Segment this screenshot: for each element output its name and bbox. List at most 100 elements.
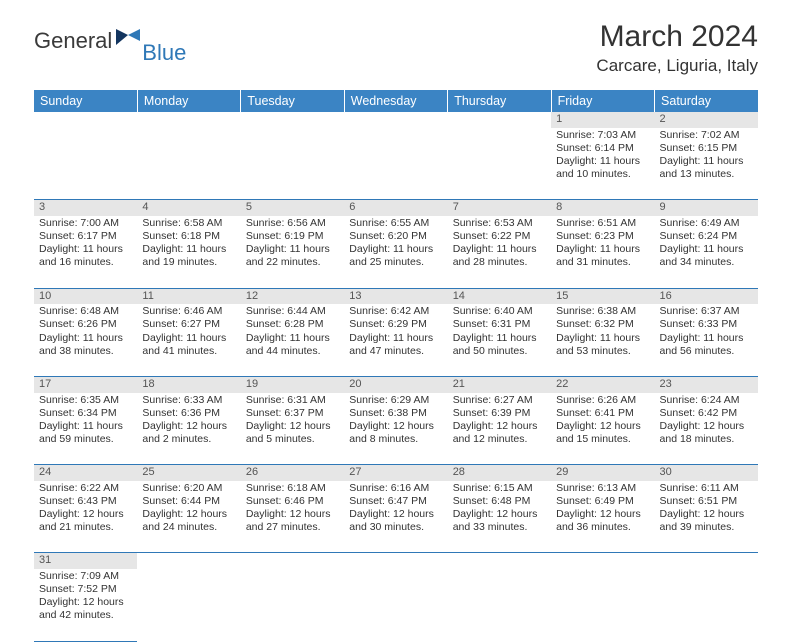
daynum-cell: 27 [344, 465, 447, 481]
daylight-text: Daylight: 12 hours and 42 minutes. [39, 596, 132, 622]
sunset-text: Sunset: 6:28 PM [246, 318, 339, 331]
daylight-text: Daylight: 11 hours and 53 minutes. [556, 332, 649, 358]
day-cell-inner: Sunrise: 6:35 AMSunset: 6:34 PMDaylight:… [34, 393, 137, 451]
day-cell-inner: Sunrise: 7:00 AMSunset: 6:17 PMDaylight:… [34, 216, 137, 274]
sunrise-text: Sunrise: 6:27 AM [453, 394, 546, 407]
sunrise-text: Sunrise: 6:16 AM [349, 482, 442, 495]
calendar-body: 12Sunrise: 7:03 AMSunset: 6:14 PMDayligh… [34, 112, 758, 641]
daynum-row: 12 [34, 112, 758, 128]
daynum-cell: 21 [448, 376, 551, 392]
daynum-cell: 29 [551, 465, 654, 481]
day-cell [655, 569, 758, 641]
sunrise-text: Sunrise: 6:58 AM [142, 217, 235, 230]
daynum-cell [344, 553, 447, 569]
sunset-text: Sunset: 6:27 PM [142, 318, 235, 331]
day-cell-inner: Sunrise: 7:03 AMSunset: 6:14 PMDaylight:… [551, 128, 654, 186]
daylight-text: Daylight: 11 hours and 22 minutes. [246, 243, 339, 269]
day-cell: Sunrise: 7:03 AMSunset: 6:14 PMDaylight:… [551, 128, 654, 200]
day-cell [344, 569, 447, 641]
sunrise-text: Sunrise: 6:29 AM [349, 394, 442, 407]
daynum-cell [137, 553, 240, 569]
content-row: Sunrise: 6:22 AMSunset: 6:43 PMDaylight:… [34, 481, 758, 553]
daylight-text: Daylight: 11 hours and 13 minutes. [660, 155, 753, 181]
day-cell: Sunrise: 6:48 AMSunset: 6:26 PMDaylight:… [34, 304, 137, 376]
sunset-text: Sunset: 6:15 PM [660, 142, 753, 155]
daynum-cell [241, 112, 344, 128]
daylight-text: Daylight: 12 hours and 21 minutes. [39, 508, 132, 534]
day-cell-inner: Sunrise: 6:20 AMSunset: 6:44 PMDaylight:… [137, 481, 240, 539]
day-cell: Sunrise: 6:31 AMSunset: 6:37 PMDaylight:… [241, 393, 344, 465]
sunrise-text: Sunrise: 6:46 AM [142, 305, 235, 318]
day-cell [137, 128, 240, 200]
daynum-cell [241, 553, 344, 569]
weekday-header: Thursday [448, 90, 551, 112]
day-cell: Sunrise: 6:51 AMSunset: 6:23 PMDaylight:… [551, 216, 654, 288]
sunrise-text: Sunrise: 6:13 AM [556, 482, 649, 495]
day-cell-inner: Sunrise: 6:16 AMSunset: 6:47 PMDaylight:… [344, 481, 447, 539]
daynum-cell: 9 [655, 200, 758, 216]
day-cell: Sunrise: 6:15 AMSunset: 6:48 PMDaylight:… [448, 481, 551, 553]
day-cell: Sunrise: 6:20 AMSunset: 6:44 PMDaylight:… [137, 481, 240, 553]
sunrise-text: Sunrise: 6:51 AM [556, 217, 649, 230]
daynum-cell: 12 [241, 288, 344, 304]
day-cell [241, 569, 344, 641]
day-cell: Sunrise: 6:38 AMSunset: 6:32 PMDaylight:… [551, 304, 654, 376]
daynum-cell: 28 [448, 465, 551, 481]
sunset-text: Sunset: 6:14 PM [556, 142, 649, 155]
day-cell-inner: Sunrise: 6:26 AMSunset: 6:41 PMDaylight:… [551, 393, 654, 451]
sunrise-text: Sunrise: 6:42 AM [349, 305, 442, 318]
day-cell-inner: Sunrise: 7:02 AMSunset: 6:15 PMDaylight:… [655, 128, 758, 186]
sunset-text: Sunset: 6:31 PM [453, 318, 546, 331]
daynum-cell [448, 553, 551, 569]
daynum-cell: 30 [655, 465, 758, 481]
daylight-text: Daylight: 11 hours and 19 minutes. [142, 243, 235, 269]
sunrise-text: Sunrise: 6:11 AM [660, 482, 753, 495]
content-row: Sunrise: 6:48 AMSunset: 6:26 PMDaylight:… [34, 304, 758, 376]
sunrise-text: Sunrise: 6:20 AM [142, 482, 235, 495]
day-cell [137, 569, 240, 641]
day-cell: Sunrise: 6:29 AMSunset: 6:38 PMDaylight:… [344, 393, 447, 465]
day-cell: Sunrise: 7:00 AMSunset: 6:17 PMDaylight:… [34, 216, 137, 288]
day-cell-inner: Sunrise: 6:29 AMSunset: 6:38 PMDaylight:… [344, 393, 447, 451]
daynum-row: 24252627282930 [34, 465, 758, 481]
daynum-cell [137, 112, 240, 128]
daynum-cell [551, 553, 654, 569]
day-cell-inner: Sunrise: 7:09 AMSunset: 7:52 PMDaylight:… [34, 569, 137, 627]
weekday-header: Wednesday [344, 90, 447, 112]
brand-logo: General Blue [34, 28, 188, 54]
sunset-text: Sunset: 6:43 PM [39, 495, 132, 508]
weekday-header: Sunday [34, 90, 137, 112]
sunset-text: Sunset: 6:46 PM [246, 495, 339, 508]
daylight-text: Daylight: 12 hours and 12 minutes. [453, 420, 546, 446]
day-cell-inner: Sunrise: 6:15 AMSunset: 6:48 PMDaylight:… [448, 481, 551, 539]
sunset-text: Sunset: 6:24 PM [660, 230, 753, 243]
sunset-text: Sunset: 6:38 PM [349, 407, 442, 420]
content-row: Sunrise: 6:35 AMSunset: 6:34 PMDaylight:… [34, 393, 758, 465]
daylight-text: Daylight: 12 hours and 18 minutes. [660, 420, 753, 446]
daynum-cell: 14 [448, 288, 551, 304]
daylight-text: Daylight: 11 hours and 59 minutes. [39, 420, 132, 446]
content-row: Sunrise: 7:09 AMSunset: 7:52 PMDaylight:… [34, 569, 758, 641]
day-cell-inner: Sunrise: 6:27 AMSunset: 6:39 PMDaylight:… [448, 393, 551, 451]
daylight-text: Daylight: 11 hours and 38 minutes. [39, 332, 132, 358]
daynum-cell: 18 [137, 376, 240, 392]
brand-blue: Blue [142, 40, 186, 66]
sunset-text: Sunset: 7:52 PM [39, 583, 132, 596]
sunrise-text: Sunrise: 6:24 AM [660, 394, 753, 407]
title-block: March 2024 Carcare, Liguria, Italy [596, 20, 758, 76]
sunset-text: Sunset: 6:23 PM [556, 230, 649, 243]
sunrise-text: Sunrise: 6:53 AM [453, 217, 546, 230]
day-cell: Sunrise: 6:13 AMSunset: 6:49 PMDaylight:… [551, 481, 654, 553]
day-cell: Sunrise: 6:18 AMSunset: 6:46 PMDaylight:… [241, 481, 344, 553]
sunrise-text: Sunrise: 7:02 AM [660, 129, 753, 142]
flag-icon [114, 27, 142, 47]
day-cell: Sunrise: 6:40 AMSunset: 6:31 PMDaylight:… [448, 304, 551, 376]
day-cell-inner: Sunrise: 6:55 AMSunset: 6:20 PMDaylight:… [344, 216, 447, 274]
daylight-text: Daylight: 11 hours and 44 minutes. [246, 332, 339, 358]
sunrise-text: Sunrise: 6:18 AM [246, 482, 339, 495]
day-cell: Sunrise: 6:58 AMSunset: 6:18 PMDaylight:… [137, 216, 240, 288]
weekday-header: Monday [137, 90, 240, 112]
daynum-cell: 8 [551, 200, 654, 216]
day-cell-inner: Sunrise: 6:58 AMSunset: 6:18 PMDaylight:… [137, 216, 240, 274]
weekday-header: Tuesday [241, 90, 344, 112]
